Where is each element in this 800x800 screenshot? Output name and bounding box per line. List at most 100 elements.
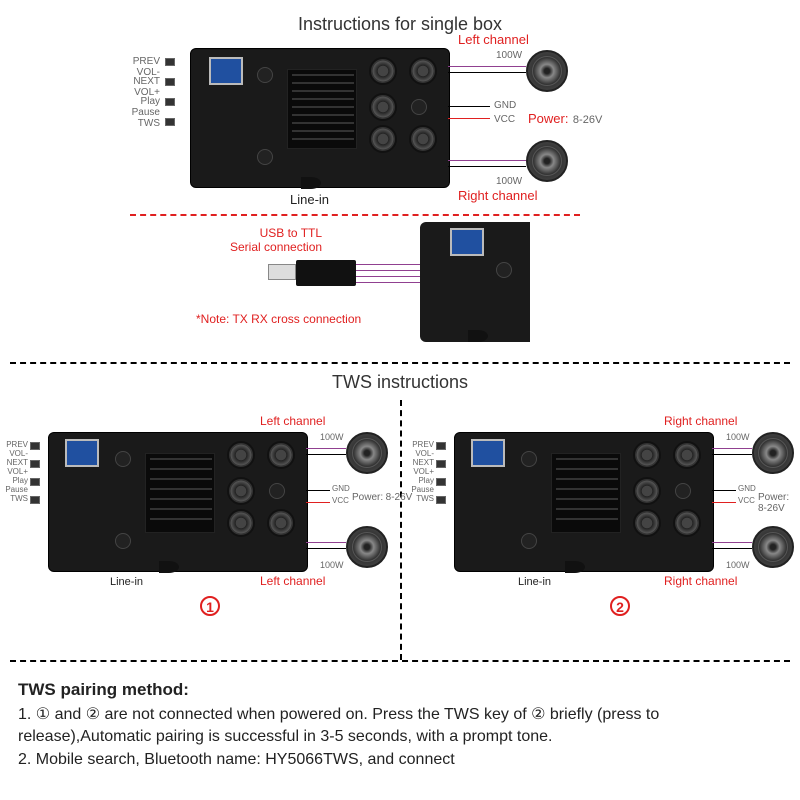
wire	[712, 454, 752, 455]
cap	[269, 483, 285, 499]
inductor	[267, 441, 295, 469]
heatsink	[287, 69, 357, 149]
wire	[712, 502, 736, 503]
inductor	[227, 509, 255, 537]
watt-label: 100W	[320, 432, 344, 442]
watt-label: 100W	[726, 432, 750, 442]
watt-label: 100W	[496, 50, 522, 61]
cap	[675, 483, 691, 499]
power-label: Power:	[528, 111, 568, 126]
pcb-tws-2	[454, 432, 714, 572]
wire	[306, 548, 346, 549]
vcc-label: VCC	[494, 114, 515, 125]
inductor	[409, 57, 437, 85]
watt-label: 100W	[320, 560, 344, 570]
btn-next-label: NEXT VOL+	[2, 458, 28, 476]
vcc-label: VCC	[738, 496, 755, 505]
heatsink	[551, 453, 621, 533]
gnd-label: GND	[494, 100, 516, 111]
speaker	[346, 526, 388, 568]
tiny-btn	[165, 98, 175, 106]
bt-chip	[471, 439, 505, 467]
wire	[306, 454, 346, 455]
circled-2: 2	[610, 596, 630, 616]
wire	[448, 66, 526, 67]
line-in-label: Line-in	[290, 192, 329, 207]
speaker-left	[526, 50, 568, 92]
divider-black	[10, 362, 790, 364]
pcb-tws-1	[48, 432, 308, 572]
wire	[356, 270, 422, 271]
line-in-label: Line-in	[110, 576, 143, 588]
cap	[257, 67, 273, 83]
tiny-btn	[165, 58, 175, 66]
btn-prev-label: PREV VOL-	[130, 56, 160, 78]
tiny-btn	[436, 478, 446, 486]
cap	[521, 533, 537, 549]
wire	[448, 106, 490, 107]
inductor	[673, 441, 701, 469]
divider-red	[130, 214, 580, 216]
bt-chip	[450, 228, 484, 256]
vcc-label: VCC	[332, 496, 349, 505]
tiny-btn	[30, 478, 40, 486]
gnd-label: GND	[738, 484, 756, 493]
tiny-btn	[436, 442, 446, 450]
btn-tws-label: TWS	[2, 494, 28, 503]
usb-plug	[268, 264, 296, 280]
inductor	[673, 509, 701, 537]
wire	[712, 542, 752, 543]
tiny-btn	[30, 496, 40, 504]
wire	[356, 264, 422, 265]
wire	[712, 448, 752, 449]
inductor	[633, 477, 661, 505]
gnd-label: GND	[332, 484, 350, 493]
title-single: Instructions for single box	[0, 14, 800, 35]
bt-chip	[65, 439, 99, 467]
speaker	[752, 432, 794, 474]
cap	[496, 262, 512, 278]
wire	[306, 542, 346, 543]
right-channel-label-2: Right channel	[664, 574, 737, 588]
left-channel-label: Left channel	[458, 32, 529, 47]
cap	[115, 533, 131, 549]
jack	[301, 177, 321, 189]
inductor	[633, 441, 661, 469]
pairing-step2: 2. Mobile search, Bluetooth name: HY5066…	[18, 749, 778, 771]
btn-play-label: Play Pause	[408, 476, 434, 494]
inductor	[369, 57, 397, 85]
speaker-right	[526, 140, 568, 182]
line-in-label: Line-in	[518, 576, 551, 588]
wire	[712, 548, 752, 549]
btn-tws-label: TWS	[408, 494, 434, 503]
jack	[159, 561, 179, 573]
tiny-btn	[30, 460, 40, 468]
tiny-btn	[436, 460, 446, 468]
inductor	[409, 125, 437, 153]
pcb-fragment	[420, 222, 530, 342]
btn-next-label: NEXT VOL+	[408, 458, 434, 476]
wire	[712, 490, 736, 491]
pairing-heading: TWS pairing method:	[18, 680, 778, 700]
jack	[565, 561, 585, 573]
btn-prev-label: PREV VOL-	[2, 440, 28, 458]
cap	[115, 451, 131, 467]
tiny-btn	[30, 442, 40, 450]
speaker	[346, 432, 388, 474]
tiny-btn	[165, 78, 175, 86]
btn-prev-label: PREV VOL-	[408, 440, 434, 458]
left-channel-label: Left channel	[260, 414, 325, 428]
power-label-mini: Power:	[352, 492, 383, 503]
circled-1: 1	[200, 596, 220, 616]
wire	[356, 276, 422, 277]
cap	[411, 99, 427, 115]
wire	[306, 448, 346, 449]
right-channel-label: Right channel	[458, 188, 538, 203]
wire	[448, 160, 526, 161]
wire	[306, 490, 330, 491]
cap	[521, 451, 537, 467]
pcb-main	[190, 48, 450, 188]
btn-play-label: Play Pause	[130, 96, 160, 118]
btn-tws-label: TWS	[130, 118, 160, 129]
divider-black-2	[10, 660, 790, 662]
